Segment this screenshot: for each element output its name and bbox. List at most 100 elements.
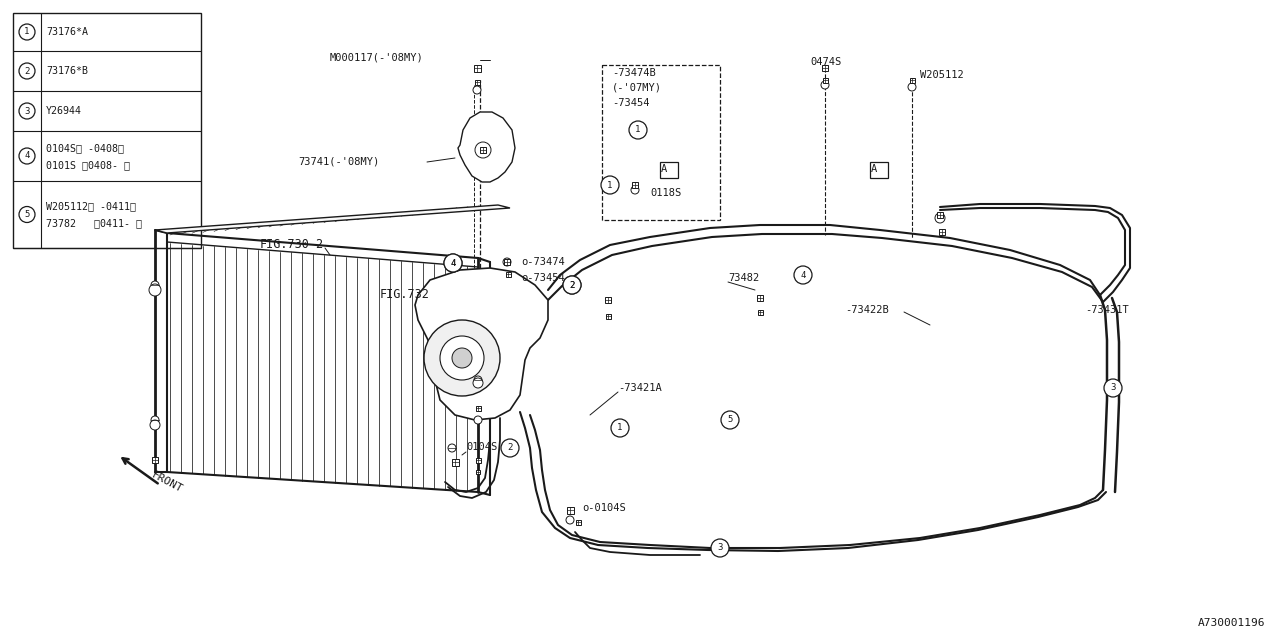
Text: 2: 2 — [570, 280, 575, 289]
Text: 3: 3 — [1110, 383, 1116, 392]
Bar — [756, 295, 763, 301]
Circle shape — [440, 336, 484, 380]
Bar — [452, 458, 458, 465]
Circle shape — [448, 444, 456, 452]
Text: 2: 2 — [24, 67, 29, 76]
Circle shape — [563, 276, 581, 294]
Circle shape — [611, 419, 628, 437]
Text: o-73474: o-73474 — [521, 257, 564, 267]
Text: 1: 1 — [635, 125, 641, 134]
Circle shape — [19, 103, 35, 119]
Circle shape — [452, 348, 472, 368]
Text: 73741(-'08MY): 73741(-'08MY) — [298, 157, 379, 167]
Circle shape — [151, 281, 159, 289]
Bar — [475, 79, 480, 84]
Circle shape — [151, 416, 159, 424]
Circle shape — [710, 539, 730, 557]
Text: M000117(-'08MY): M000117(-'08MY) — [330, 52, 424, 62]
Circle shape — [602, 176, 620, 194]
Bar — [480, 147, 486, 153]
Text: 73176*A: 73176*A — [46, 27, 88, 37]
Circle shape — [474, 378, 483, 388]
Text: 2: 2 — [507, 444, 513, 452]
Text: 1: 1 — [617, 424, 622, 433]
Text: 0104S: 0104S — [466, 442, 497, 452]
Circle shape — [148, 284, 161, 296]
Bar — [474, 65, 480, 72]
Circle shape — [500, 439, 518, 457]
Text: -73431T: -73431T — [1085, 305, 1129, 315]
Polygon shape — [415, 268, 548, 420]
Circle shape — [19, 24, 35, 40]
Bar — [870, 162, 888, 178]
Text: 5: 5 — [24, 210, 29, 219]
Text: 0118S: 0118S — [650, 188, 681, 198]
Text: 3: 3 — [717, 543, 723, 552]
Bar — [567, 506, 573, 513]
Bar — [13, 13, 201, 248]
Text: 73176*B: 73176*B — [46, 66, 88, 76]
Text: FIG.730-2: FIG.730-2 — [260, 239, 324, 252]
Text: o-0104S: o-0104S — [582, 503, 626, 513]
Bar — [504, 259, 509, 265]
Bar — [758, 310, 763, 314]
Circle shape — [566, 516, 573, 524]
Circle shape — [19, 148, 35, 164]
Circle shape — [820, 81, 829, 89]
Bar — [632, 182, 637, 188]
Text: 4: 4 — [24, 152, 29, 161]
Text: 1: 1 — [24, 28, 29, 36]
Polygon shape — [155, 205, 509, 233]
Bar — [660, 162, 678, 178]
Text: 73482: 73482 — [728, 273, 759, 283]
Text: 73782   〈0411- 〉: 73782 〈0411- 〉 — [46, 218, 142, 228]
Circle shape — [444, 254, 462, 272]
Text: A730001196: A730001196 — [1198, 618, 1265, 628]
Circle shape — [474, 86, 481, 94]
Circle shape — [628, 121, 646, 139]
Bar — [475, 406, 480, 410]
Text: W205112〈 -0411〉: W205112〈 -0411〉 — [46, 202, 136, 211]
Bar — [605, 314, 611, 319]
Bar — [822, 65, 828, 71]
Circle shape — [424, 320, 500, 396]
Text: FRONT: FRONT — [150, 470, 184, 494]
Text: 3: 3 — [24, 106, 29, 115]
Bar — [152, 457, 157, 463]
Bar — [475, 458, 480, 463]
Circle shape — [908, 83, 916, 91]
Circle shape — [503, 258, 511, 266]
Circle shape — [563, 276, 581, 294]
Bar — [476, 470, 480, 474]
Bar — [910, 77, 914, 83]
Text: (-'07MY): (-'07MY) — [612, 82, 662, 92]
Text: 4: 4 — [800, 271, 805, 280]
Text: W205112: W205112 — [920, 70, 964, 80]
Text: -73422B: -73422B — [845, 305, 888, 315]
Text: 0101S 〈0408- 〉: 0101S 〈0408- 〉 — [46, 160, 131, 170]
Text: 0104S〈 -0408〉: 0104S〈 -0408〉 — [46, 143, 124, 153]
Bar — [937, 212, 943, 218]
Circle shape — [19, 207, 35, 223]
Text: 0474S: 0474S — [810, 57, 841, 67]
Circle shape — [444, 254, 462, 272]
Circle shape — [475, 142, 492, 158]
Bar — [940, 229, 945, 235]
Text: A: A — [870, 164, 877, 174]
Polygon shape — [458, 112, 515, 182]
Circle shape — [19, 63, 35, 79]
Text: A: A — [660, 164, 667, 174]
Bar — [602, 65, 719, 220]
Circle shape — [794, 266, 812, 284]
Bar — [823, 77, 827, 83]
Text: 2: 2 — [570, 280, 575, 289]
Text: 1: 1 — [607, 180, 613, 189]
Text: 5: 5 — [727, 415, 732, 424]
Bar — [576, 520, 581, 525]
Bar — [506, 271, 511, 276]
Text: Y26944: Y26944 — [46, 106, 82, 116]
Circle shape — [1103, 379, 1123, 397]
Circle shape — [631, 186, 639, 194]
Circle shape — [721, 411, 739, 429]
Bar — [605, 297, 611, 303]
